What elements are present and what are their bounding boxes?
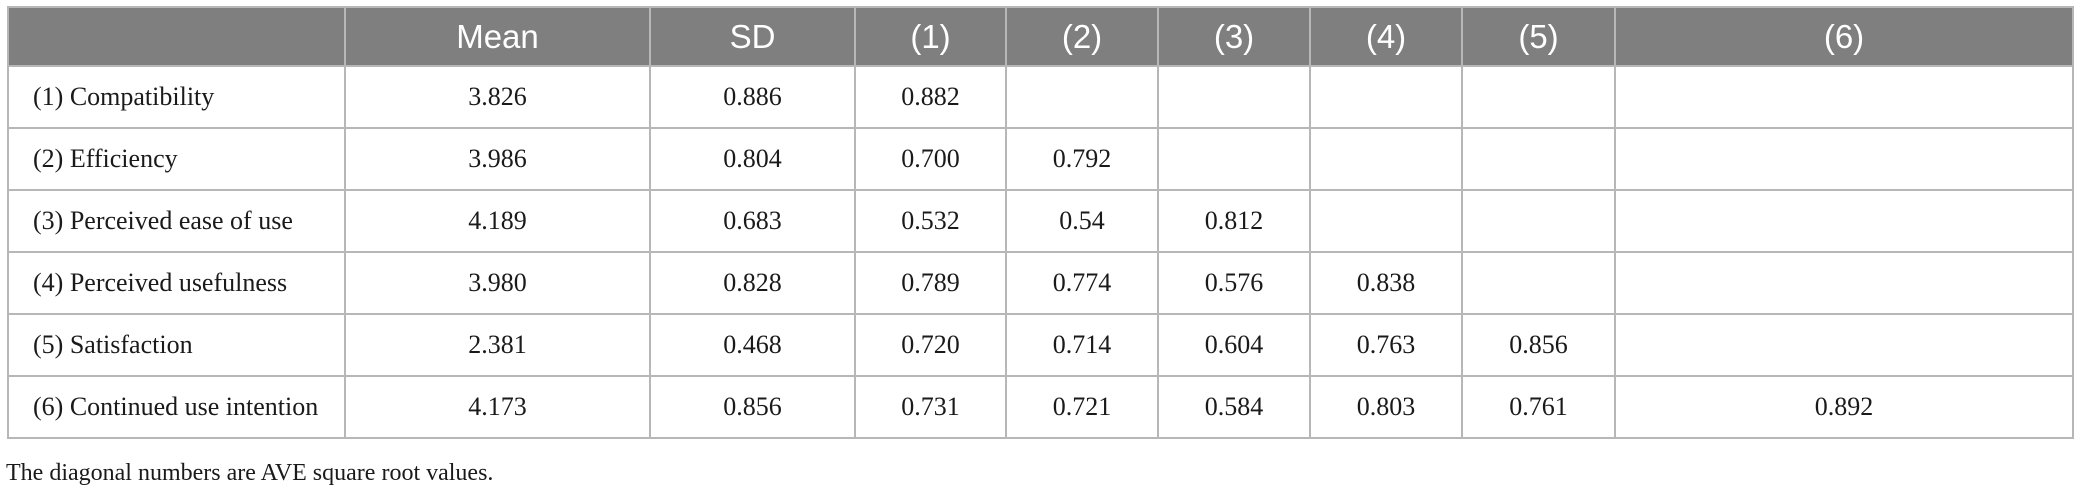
row-label: (3) Perceived ease of use [7, 189, 346, 253]
row-label: (2) Efficiency [7, 127, 346, 191]
table-row: (4) Perceived usefulness 3.980 0.828 0.7… [7, 251, 2074, 315]
table-cell: 0.886 [649, 65, 856, 129]
table-cell [1157, 127, 1311, 191]
header-col-5: (5) [1461, 6, 1616, 67]
table-cell: 0.892 [1614, 375, 2074, 439]
table-cell: 0.468 [649, 313, 856, 377]
table-cell: 0.763 [1309, 313, 1463, 377]
row-label: (1) Compatibility [7, 65, 346, 129]
table-cell [1005, 65, 1159, 129]
table-cell: 0.838 [1309, 251, 1463, 315]
table-cell [1461, 65, 1616, 129]
header-sd: SD [649, 6, 856, 67]
header-col-2: (2) [1005, 6, 1159, 67]
table-row: (1) Compatibility 3.826 0.886 0.882 [7, 65, 2074, 129]
table-cell: 0.720 [854, 313, 1007, 377]
table-cell [1309, 127, 1463, 191]
table-cell: 4.173 [344, 375, 651, 439]
table-cell: 0.721 [1005, 375, 1159, 439]
header-row: Mean SD (1) (2) (3) (4) (5) (6) [7, 6, 2074, 67]
table-cell: 0.856 [649, 375, 856, 439]
table-cell: 0.54 [1005, 189, 1159, 253]
table-cell: 3.826 [344, 65, 651, 129]
table-cell: 0.731 [854, 375, 1007, 439]
table-cell: 0.584 [1157, 375, 1311, 439]
table-cell: 0.761 [1461, 375, 1616, 439]
table-cell: 0.576 [1157, 251, 1311, 315]
table-cell: 0.532 [854, 189, 1007, 253]
table-cell [1309, 189, 1463, 253]
table-cell [1614, 251, 2074, 315]
row-label: (6) Continued use intention [7, 375, 346, 439]
table-row: (3) Perceived ease of use 4.189 0.683 0.… [7, 189, 2074, 253]
table-cell [1614, 65, 2074, 129]
table-cell: 3.980 [344, 251, 651, 315]
table-row: (2) Efficiency 3.986 0.804 0.700 0.792 [7, 127, 2074, 191]
table-cell: 0.683 [649, 189, 856, 253]
correlation-table: Mean SD (1) (2) (3) (4) (5) (6) (1) Comp… [7, 6, 2074, 439]
table-cell: 0.856 [1461, 313, 1616, 377]
table-cell: 4.189 [344, 189, 651, 253]
table-cell: 0.792 [1005, 127, 1159, 191]
table-cell: 0.803 [1309, 375, 1463, 439]
row-label: (4) Perceived usefulness [7, 251, 346, 315]
table-row: (6) Continued use intention 4.173 0.856 … [7, 375, 2074, 439]
table-cell [1461, 189, 1616, 253]
table-cell [1614, 127, 2074, 191]
table-cell [1614, 189, 2074, 253]
table-cell: 0.882 [854, 65, 1007, 129]
table-cell: 0.714 [1005, 313, 1159, 377]
table-cell [1157, 65, 1311, 129]
table-cell: 0.789 [854, 251, 1007, 315]
table-cell: 0.812 [1157, 189, 1311, 253]
table-cell: 3.986 [344, 127, 651, 191]
header-col-4: (4) [1309, 6, 1463, 67]
table-cell [1461, 251, 1616, 315]
table-cell: 0.828 [649, 251, 856, 315]
header-corner [7, 6, 346, 67]
header-col-6: (6) [1614, 6, 2074, 67]
table-cell: 0.700 [854, 127, 1007, 191]
table-footnote: The diagonal numbers are AVE square root… [6, 460, 494, 486]
header-col-3: (3) [1157, 6, 1311, 67]
table-cell: 0.604 [1157, 313, 1311, 377]
header-col-1: (1) [854, 6, 1007, 67]
table-cell [1309, 65, 1463, 129]
table-cell: 2.381 [344, 313, 651, 377]
table-row: (5) Satisfaction 2.381 0.468 0.720 0.714… [7, 313, 2074, 377]
row-label: (5) Satisfaction [7, 313, 346, 377]
table-cell [1614, 313, 2074, 377]
table-cell [1461, 127, 1616, 191]
header-mean: Mean [344, 6, 651, 67]
table-cell: 0.774 [1005, 251, 1159, 315]
table-cell: 0.804 [649, 127, 856, 191]
